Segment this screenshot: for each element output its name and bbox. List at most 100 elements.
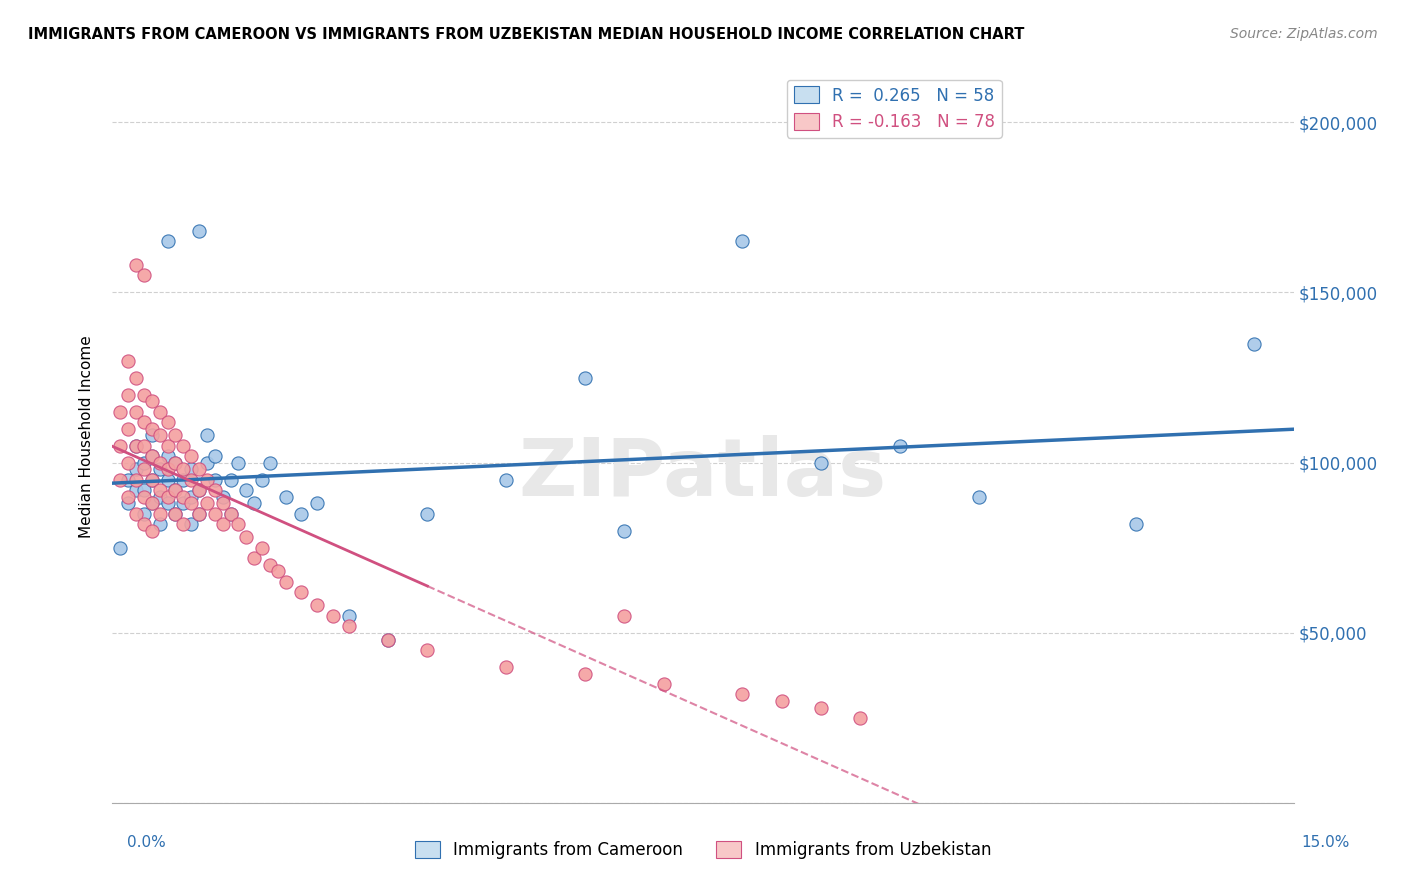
Point [156, 473, 179, 487]
Point [156, 449, 179, 463]
Point [132, 462, 155, 476]
Point [125, 462, 148, 476]
Point [613, 524, 636, 538]
Point [235, 531, 257, 545]
Point [204, 507, 226, 521]
Point [141, 496, 163, 510]
Point [770, 694, 793, 708]
Point [172, 473, 194, 487]
Point [195, 428, 218, 442]
Point [967, 490, 990, 504]
Point [110, 541, 132, 555]
Point [110, 473, 132, 487]
Point [132, 387, 155, 401]
Point [141, 473, 163, 487]
Point [849, 711, 872, 725]
Point [132, 516, 155, 531]
Point [156, 415, 179, 429]
Point [172, 462, 194, 476]
Point [132, 439, 155, 453]
Point [125, 507, 148, 521]
Point [188, 507, 211, 521]
Point [267, 565, 290, 579]
Point [117, 473, 139, 487]
Point [125, 483, 148, 497]
Point [274, 490, 297, 504]
Point [377, 632, 399, 647]
Point [211, 496, 233, 510]
Point [165, 507, 187, 521]
Point [188, 483, 211, 497]
Point [156, 439, 179, 453]
Point [156, 462, 179, 476]
Point [132, 456, 155, 470]
Point [141, 428, 163, 442]
Point [195, 456, 218, 470]
Point [117, 353, 139, 368]
Point [250, 473, 273, 487]
Point [149, 462, 172, 476]
Point [337, 619, 360, 633]
Point [731, 687, 754, 701]
Point [188, 507, 211, 521]
Point [180, 490, 202, 504]
Point [274, 574, 297, 589]
Point [228, 516, 250, 531]
Point [259, 558, 281, 572]
Point [290, 585, 312, 599]
Point [172, 496, 194, 510]
Point [416, 507, 439, 521]
Point [574, 666, 596, 681]
Point [149, 490, 172, 504]
Point [243, 550, 266, 565]
Point [132, 483, 155, 497]
Point [219, 507, 242, 521]
Point [149, 507, 172, 521]
Point [416, 642, 439, 657]
Point [180, 462, 202, 476]
Point [141, 473, 163, 487]
Point [195, 473, 218, 487]
Point [117, 456, 139, 470]
Point [307, 496, 329, 510]
Point [235, 483, 257, 497]
Point [141, 449, 163, 463]
Point [180, 496, 202, 510]
Point [165, 483, 187, 497]
Legend: Immigrants from Cameroon, Immigrants from Uzbekistan: Immigrants from Cameroon, Immigrants fro… [408, 834, 998, 866]
Point [180, 473, 202, 487]
Point [117, 496, 139, 510]
Text: 15.0%: 15.0% [1302, 836, 1350, 850]
Point [731, 235, 754, 249]
Point [204, 449, 226, 463]
Point [219, 473, 242, 487]
Point [149, 483, 172, 497]
Point [149, 456, 172, 470]
Point [172, 439, 194, 453]
Point [1243, 336, 1265, 351]
Point [243, 496, 266, 510]
Point [125, 370, 148, 384]
Point [149, 428, 172, 442]
Point [141, 524, 163, 538]
Point [495, 659, 517, 673]
Point [125, 404, 148, 418]
Point [156, 490, 179, 504]
Text: ZIPatlas: ZIPatlas [519, 434, 887, 513]
Point [132, 268, 155, 283]
Point [180, 516, 202, 531]
Point [613, 608, 636, 623]
Point [125, 439, 148, 453]
Point [250, 541, 273, 555]
Text: 0.0%: 0.0% [127, 836, 166, 850]
Point [110, 404, 132, 418]
Point [172, 490, 194, 504]
Point [188, 462, 211, 476]
Point [172, 516, 194, 531]
Point [211, 490, 233, 504]
Point [165, 428, 187, 442]
Point [110, 439, 132, 453]
Point [125, 439, 148, 453]
Point [195, 496, 218, 510]
Text: Source: ZipAtlas.com: Source: ZipAtlas.com [1230, 27, 1378, 41]
